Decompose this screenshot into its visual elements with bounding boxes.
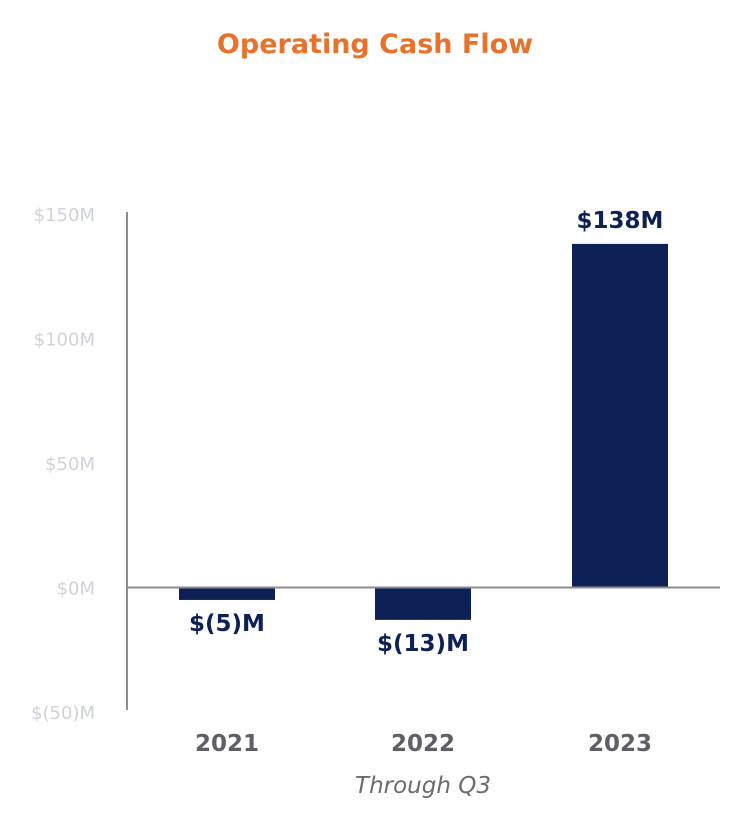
y-axis-ticks: $(50)M $0M $50M $100M $150M: [31, 205, 95, 724]
data-label: $138M: [577, 208, 664, 234]
data-labels: $(5)M $(13)M $138M: [189, 208, 663, 657]
bar-2023: [572, 243, 668, 588]
x-axis-ticks: 2021 2022 2023: [195, 731, 652, 757]
data-label: $(5)M: [189, 611, 265, 637]
y-tick-label: $50M: [45, 454, 95, 475]
y-tick-label: $0M: [57, 579, 95, 600]
x-axis-note: Through Q3: [355, 773, 491, 799]
y-tick-label: $100M: [34, 330, 95, 351]
x-tick-label: 2021: [195, 731, 259, 757]
bars: [179, 243, 668, 620]
bar-2022: [375, 587, 471, 620]
bar-2021: [179, 587, 275, 600]
y-tick-label: $150M: [34, 205, 95, 226]
x-tick-label: 2022: [391, 731, 455, 757]
x-tick-label: 2023: [588, 731, 652, 757]
y-tick-label: $(50)M: [31, 703, 95, 724]
data-label: $(13)M: [377, 631, 469, 657]
chart-title: Operating Cash Flow: [217, 29, 533, 60]
